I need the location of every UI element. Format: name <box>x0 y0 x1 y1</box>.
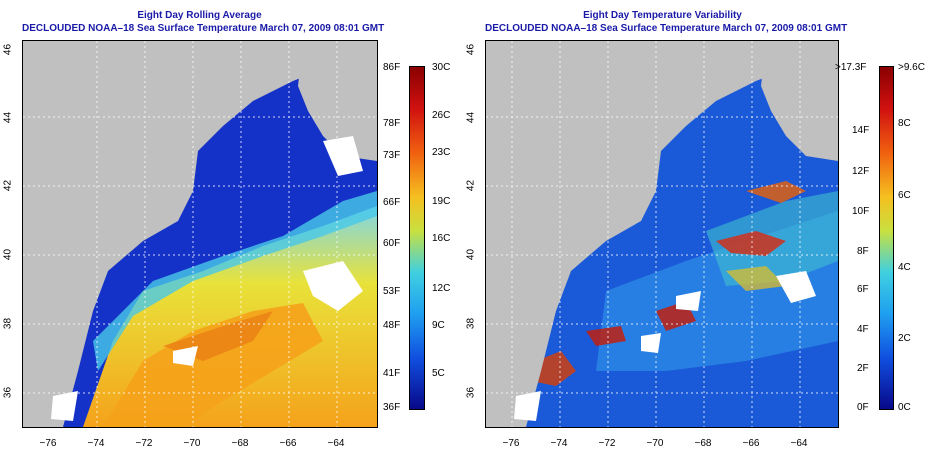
left-cb-c-5: 5C <box>432 368 445 379</box>
left-ytick-40: 40 <box>2 248 14 261</box>
left-cb-f-41: 41F <box>383 368 401 379</box>
right-ytick-38: 38 <box>465 317 477 330</box>
right-xtick-70: −70 <box>646 438 664 449</box>
right-cb-c-8: 8C <box>898 118 911 129</box>
left-ytick-36: 36 <box>2 386 14 399</box>
left-sst-map <box>22 40 378 428</box>
left-cb-c-26: 26C <box>432 110 451 121</box>
right-xtick-72: −72 <box>598 438 616 449</box>
right-cb-f-14: 14F <box>852 125 870 136</box>
right-cb-c-6: 6C <box>898 190 911 201</box>
left-xtick-70: −70 <box>183 438 201 449</box>
right-ytick-46: 46 <box>465 43 477 56</box>
left-cb-f-48: 48F <box>383 320 401 331</box>
right-cb-c-4: 4C <box>898 262 911 273</box>
right-ytick-40: 40 <box>465 248 477 261</box>
right-cb-f-12: 12F <box>852 166 870 177</box>
left-ytick-38: 38 <box>2 317 14 330</box>
right-cb-f-0: 0F <box>857 402 869 413</box>
left-xtick-66: −66 <box>279 438 297 449</box>
right-cb-f-8: 8F <box>857 246 869 257</box>
right-title-line1: Eight Day Temperature Variability <box>583 10 742 21</box>
left-xtick-74: −74 <box>87 438 105 449</box>
right-xtick-66: −66 <box>742 438 760 449</box>
left-colorbar <box>409 66 425 410</box>
left-cb-f-73: 73F <box>383 150 401 161</box>
left-cb-c-30: 30C <box>432 62 451 73</box>
right-xtick-64: −64 <box>790 438 808 449</box>
right-xtick-76: −76 <box>502 438 520 449</box>
right-cb-c-2: 2C <box>898 333 911 344</box>
right-cb-f-max: >17.3F <box>835 62 867 73</box>
left-cb-f-78: 78F <box>383 118 401 129</box>
left-ytick-44: 44 <box>2 111 14 124</box>
right-cb-f-2: 2F <box>857 363 869 374</box>
right-xtick-74: −74 <box>550 438 568 449</box>
right-cb-c-0: 0C <box>898 402 911 413</box>
left-xtick-68: −68 <box>231 438 249 449</box>
left-cb-c-23: 23C <box>432 147 451 158</box>
right-cb-c-max: >9.6C <box>898 62 925 73</box>
left-ytick-46: 46 <box>2 43 14 56</box>
left-xtick-64: −64 <box>327 438 345 449</box>
left-xtick-76: −76 <box>39 438 57 449</box>
right-xtick-68: −68 <box>694 438 712 449</box>
left-xtick-72: −72 <box>135 438 153 449</box>
left-cb-f-66: 66F <box>383 197 401 208</box>
right-map-svg <box>486 41 838 427</box>
left-cb-f-53: 53F <box>383 286 401 297</box>
left-ytick-42: 42 <box>2 179 14 192</box>
left-cb-c-9: 9C <box>432 320 445 331</box>
right-ytick-42: 42 <box>465 179 477 192</box>
right-title-line2: DECLOUDED NOAA–18 Sea Surface Temperatur… <box>485 23 848 34</box>
right-ytick-44: 44 <box>465 111 477 124</box>
left-cb-f-36: 36F <box>383 402 401 413</box>
left-cb-c-19: 19C <box>432 196 451 207</box>
left-cb-f-86: 86F <box>383 62 401 73</box>
right-colorbar <box>879 66 894 410</box>
left-cb-f-60: 60F <box>383 238 401 249</box>
left-title-line1: Eight Day Rolling Average <box>137 10 262 21</box>
right-ytick-36: 36 <box>465 386 477 399</box>
right-cb-f-4: 4F <box>857 324 869 335</box>
left-title-line2: DECLOUDED NOAA–18 Sea Surface Temperatur… <box>22 23 385 34</box>
right-variability-map <box>485 40 839 428</box>
left-cb-c-12: 12C <box>432 283 451 294</box>
right-cb-f-10: 10F <box>852 206 870 217</box>
left-map-svg <box>23 41 377 427</box>
left-cb-c-16: 16C <box>432 233 451 244</box>
right-cb-f-6: 6F <box>857 284 869 295</box>
